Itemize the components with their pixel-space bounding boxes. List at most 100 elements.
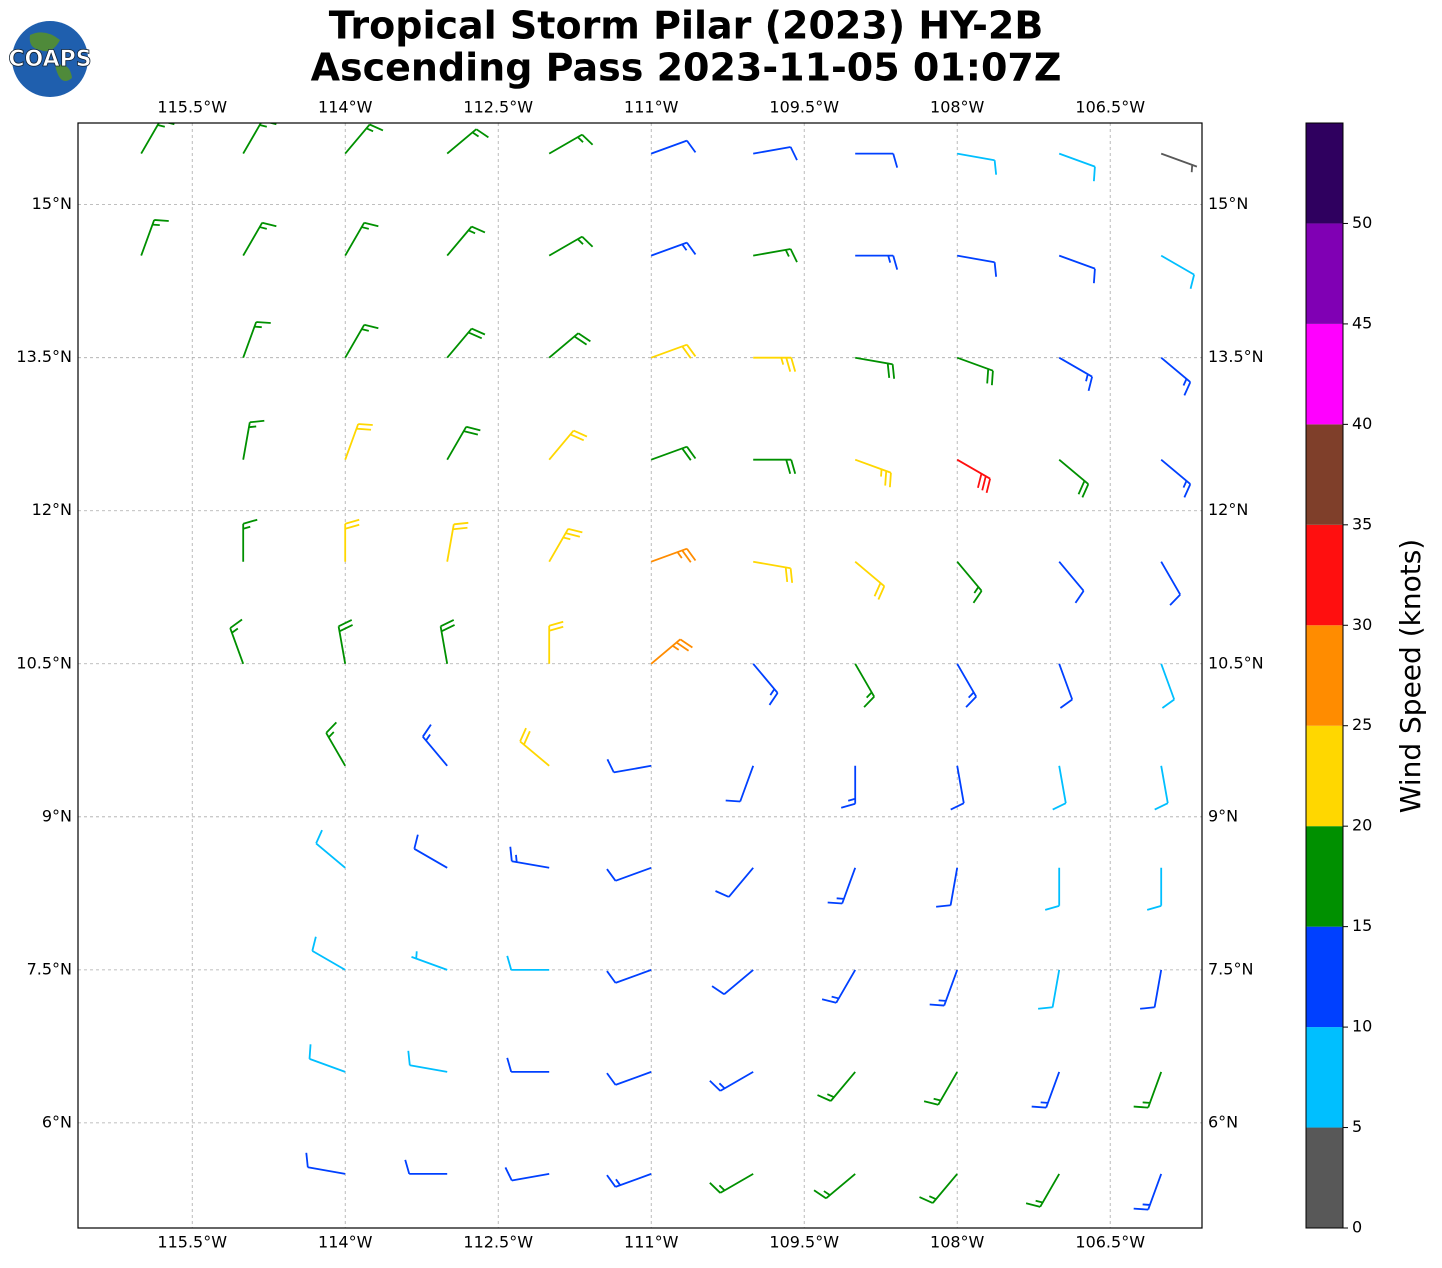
wind-barb bbox=[315, 829, 346, 869]
wind-barb bbox=[140, 219, 169, 256]
wind-barb bbox=[725, 765, 755, 803]
colorbar-tick-label: 10 bbox=[1352, 1017, 1372, 1036]
colorbar-tick-label: 50 bbox=[1352, 213, 1372, 232]
wind-barb bbox=[753, 458, 797, 474]
y-tick-label: 10.5°N bbox=[1208, 653, 1264, 672]
wind-barb bbox=[709, 1173, 754, 1194]
wind-barb bbox=[242, 321, 271, 359]
wind-barb bbox=[325, 721, 346, 767]
wind-barb bbox=[956, 458, 991, 494]
wind-barb bbox=[752, 663, 779, 706]
wind-barb bbox=[504, 1167, 550, 1182]
wind-barb bbox=[1025, 1173, 1060, 1208]
logo-land bbox=[29, 32, 72, 82]
wind-barb bbox=[519, 727, 550, 767]
wind-barb bbox=[606, 969, 652, 984]
wind-barb bbox=[548, 527, 583, 563]
colorbar-segment bbox=[1306, 926, 1343, 1028]
wind-barb bbox=[509, 846, 550, 869]
wind-barb bbox=[1160, 254, 1195, 289]
wind-barb bbox=[854, 663, 875, 708]
wind-barb bbox=[308, 1044, 346, 1073]
barbs bbox=[140, 123, 1198, 1211]
wind-barb bbox=[606, 1173, 652, 1188]
colorbar-tick-label: 35 bbox=[1352, 514, 1372, 533]
colorbar-tick-label: 25 bbox=[1352, 715, 1372, 734]
x-tick-label: 115.5°W bbox=[157, 98, 227, 117]
wind-barb bbox=[606, 1071, 652, 1086]
wind-barb bbox=[709, 1071, 754, 1092]
wind-barb bbox=[548, 620, 564, 664]
colorbar-tick-label: 45 bbox=[1352, 313, 1372, 332]
wind-barb bbox=[1058, 663, 1074, 709]
wind-barb bbox=[929, 969, 959, 1007]
x-tick-label: 112.5°W bbox=[463, 98, 533, 117]
map-frame bbox=[77, 122, 1203, 1229]
wind-barb bbox=[140, 123, 175, 155]
colorbar-segment bbox=[1306, 223, 1343, 324]
wind-barb bbox=[753, 560, 794, 583]
wind-barb bbox=[548, 133, 594, 155]
wind-barb bbox=[650, 638, 693, 665]
colorbar-tick-label: 5 bbox=[1352, 1117, 1362, 1136]
wind-barb bbox=[1154, 765, 1169, 811]
wind-barb bbox=[407, 1050, 448, 1073]
colorbar-segment bbox=[1306, 826, 1343, 927]
wind-barb bbox=[1038, 969, 1061, 1010]
wind-barb bbox=[311, 936, 346, 971]
wind-barb bbox=[422, 724, 448, 767]
colorbar-segment bbox=[1306, 725, 1343, 827]
wind-barb bbox=[404, 1159, 448, 1175]
x-tick-label: 109.5°W bbox=[769, 1233, 839, 1252]
wind-barb bbox=[446, 327, 486, 359]
wind-barb bbox=[413, 834, 448, 869]
wind-barb bbox=[1058, 561, 1085, 604]
x-tick-label: 115.5°W bbox=[157, 1233, 227, 1252]
wind-barb bbox=[650, 445, 697, 461]
y-tick-label: 12°N bbox=[32, 500, 72, 519]
colorbar-segment bbox=[1306, 1127, 1343, 1228]
colorbar-label: Wind Speed (knots) bbox=[1394, 539, 1427, 813]
wind-barb bbox=[854, 561, 886, 600]
wind-barb bbox=[242, 123, 277, 155]
wind-barb bbox=[506, 955, 550, 971]
wind-barb bbox=[855, 254, 899, 270]
wind-barb bbox=[715, 867, 754, 898]
wind-barb bbox=[956, 663, 977, 708]
wind-barb bbox=[242, 221, 277, 257]
colorbar-segment bbox=[1306, 424, 1343, 525]
wind-barb bbox=[711, 969, 754, 996]
wind-barb bbox=[854, 458, 892, 488]
wind-barb bbox=[1140, 969, 1163, 1010]
wind-barb bbox=[1146, 867, 1163, 911]
wind-barb bbox=[650, 547, 697, 563]
wind-barb bbox=[1058, 459, 1090, 498]
wind-barb bbox=[1160, 561, 1181, 606]
colorbar-segment bbox=[1306, 524, 1343, 626]
chart-subtitle: Ascending Pass 2023-11-05 01:07Z bbox=[311, 46, 1062, 90]
wind-barb bbox=[1052, 765, 1067, 811]
wind-barb bbox=[242, 419, 265, 460]
colorbar-tick-label: 20 bbox=[1352, 816, 1372, 835]
y-tick-label: 9°N bbox=[1208, 806, 1238, 825]
wind-barb bbox=[957, 254, 998, 277]
wind-barb bbox=[1160, 459, 1192, 498]
wind-barb bbox=[950, 765, 965, 811]
y-tick-label: 12°N bbox=[1208, 500, 1248, 519]
axis-labels: 115.5°W 115.5°W 114°W 114°W 112.5°W 112.5°W 11… bbox=[16, 98, 1263, 1252]
wind-barb bbox=[650, 139, 697, 155]
wind-barb bbox=[1031, 1071, 1061, 1109]
x-tick-label: 111°W bbox=[624, 1233, 679, 1252]
x-tick-label: 114°W bbox=[318, 98, 373, 117]
wind-barb bbox=[855, 152, 899, 168]
wind-barb bbox=[956, 356, 994, 386]
wind-barb bbox=[446, 128, 489, 155]
wind-barb bbox=[446, 225, 486, 257]
logo-text: COAPS bbox=[8, 47, 91, 72]
wind-barb bbox=[548, 332, 591, 359]
logo: COAPS bbox=[8, 21, 92, 97]
wind-barb bbox=[411, 951, 448, 971]
wind-barb bbox=[813, 1173, 856, 1200]
